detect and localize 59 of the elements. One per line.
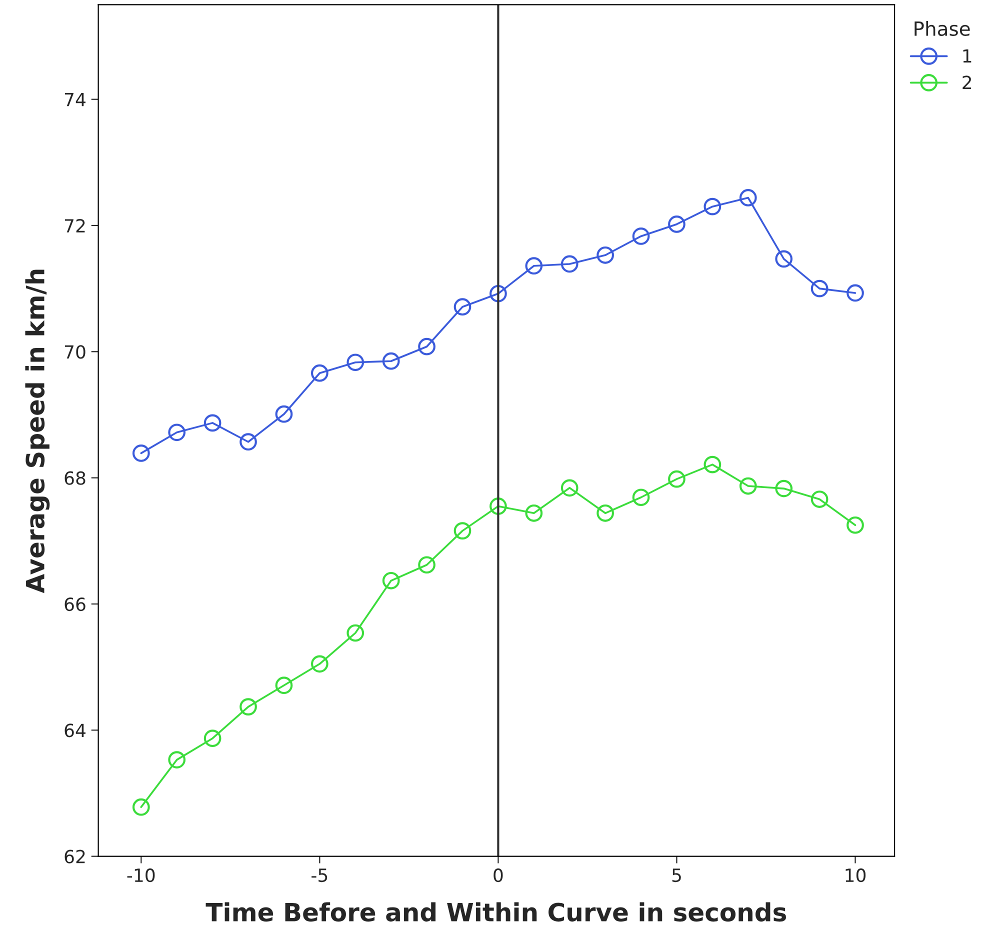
x-tick-label: 0 <box>494 868 503 882</box>
point <box>418 338 436 356</box>
point <box>668 216 686 233</box>
legend-label: 1 <box>963 49 972 63</box>
point <box>382 572 400 590</box>
point <box>454 522 472 540</box>
point <box>632 488 650 506</box>
point <box>846 516 864 534</box>
x-tick-label: -10 <box>127 868 155 882</box>
point <box>204 730 222 748</box>
point <box>275 405 293 423</box>
point <box>846 284 864 302</box>
point <box>739 189 757 206</box>
legend-label: 2 <box>962 76 972 90</box>
point <box>560 255 578 273</box>
point <box>704 198 722 216</box>
point <box>382 352 400 370</box>
point <box>632 228 650 245</box>
x-tick-label: 10 <box>846 868 866 882</box>
point <box>346 354 364 372</box>
legend-title: Phase <box>914 20 970 36</box>
point <box>775 480 793 498</box>
point <box>132 798 150 816</box>
y-axis-title: Average Speed in km/h <box>25 270 50 594</box>
y-tick-label: 74 <box>65 93 86 106</box>
point <box>490 498 507 515</box>
x-tick-label: 5 <box>672 868 681 882</box>
point <box>168 424 186 442</box>
point <box>525 257 543 275</box>
x-tick-label: -5 <box>312 868 328 882</box>
point <box>346 624 364 642</box>
point <box>454 298 472 316</box>
point <box>132 444 150 462</box>
y-tick-label: 72 <box>65 218 85 232</box>
point <box>490 284 507 302</box>
point <box>775 250 793 268</box>
point <box>668 470 686 488</box>
point <box>560 479 578 497</box>
point <box>204 414 222 432</box>
y-tick-label: 68 <box>64 471 86 485</box>
point <box>525 504 543 522</box>
point <box>810 490 828 508</box>
point <box>310 364 328 382</box>
y-tick-label: 64 <box>64 724 86 738</box>
point <box>739 477 757 495</box>
point <box>240 433 257 451</box>
x-axis-title: Time Before and Within Curve in seconds <box>206 902 786 922</box>
point <box>596 246 614 264</box>
point <box>596 504 614 522</box>
point <box>240 698 257 716</box>
y-tick-label: 66 <box>64 597 86 612</box>
y-tick-label: 62 <box>64 850 85 864</box>
point <box>168 751 186 768</box>
point <box>418 556 436 574</box>
point <box>704 456 722 474</box>
point <box>810 280 828 298</box>
point <box>275 676 293 694</box>
y-tick-label: 70 <box>65 345 86 359</box>
point <box>310 655 328 673</box>
